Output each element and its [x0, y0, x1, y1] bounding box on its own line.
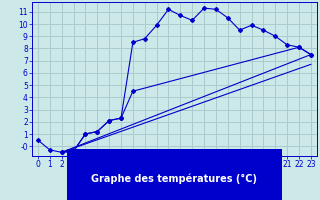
- X-axis label: Graphe des températures (°C): Graphe des températures (°C): [92, 173, 257, 184]
